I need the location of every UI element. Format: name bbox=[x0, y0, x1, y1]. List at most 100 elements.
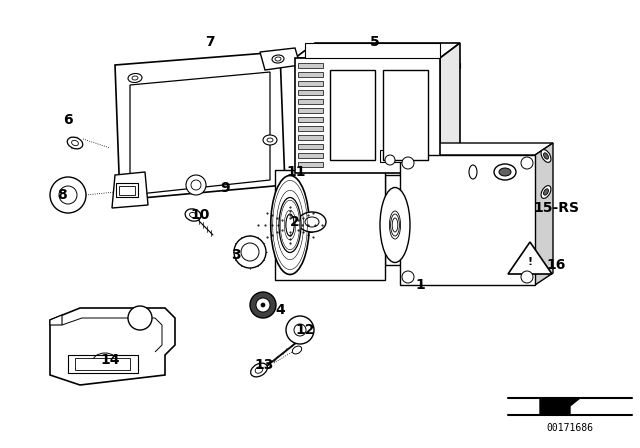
Circle shape bbox=[186, 175, 206, 195]
Text: !: ! bbox=[527, 257, 532, 267]
Text: 8: 8 bbox=[57, 188, 67, 202]
Circle shape bbox=[521, 157, 533, 169]
Polygon shape bbox=[535, 143, 553, 285]
Bar bbox=[305, 43, 440, 58]
Bar bbox=[298, 63, 323, 68]
Bar bbox=[298, 126, 323, 131]
Circle shape bbox=[402, 157, 414, 169]
Ellipse shape bbox=[251, 363, 268, 377]
Text: 5: 5 bbox=[370, 35, 380, 49]
Bar bbox=[298, 212, 312, 232]
Bar bbox=[400, 155, 535, 285]
Ellipse shape bbox=[272, 55, 284, 63]
Polygon shape bbox=[62, 318, 162, 352]
Bar bbox=[298, 117, 323, 122]
Circle shape bbox=[385, 155, 395, 165]
Text: 16: 16 bbox=[547, 258, 566, 272]
Ellipse shape bbox=[494, 164, 516, 180]
Bar bbox=[298, 108, 323, 113]
Text: 1: 1 bbox=[415, 278, 425, 292]
Bar bbox=[298, 81, 323, 86]
Polygon shape bbox=[50, 308, 175, 385]
Bar bbox=[380, 150, 405, 162]
Ellipse shape bbox=[499, 168, 511, 176]
Bar bbox=[383, 70, 428, 160]
Text: 15-RS: 15-RS bbox=[533, 201, 579, 215]
Circle shape bbox=[286, 316, 314, 344]
Circle shape bbox=[294, 324, 306, 336]
Bar bbox=[295, 58, 440, 173]
Text: 2: 2 bbox=[290, 215, 300, 229]
Bar bbox=[298, 90, 323, 95]
Polygon shape bbox=[50, 315, 62, 325]
Bar bbox=[298, 72, 323, 77]
Ellipse shape bbox=[543, 153, 548, 159]
Ellipse shape bbox=[543, 189, 548, 195]
Bar bbox=[119, 186, 135, 195]
Text: 6: 6 bbox=[63, 113, 73, 127]
Circle shape bbox=[256, 298, 270, 312]
Circle shape bbox=[59, 186, 77, 204]
Ellipse shape bbox=[267, 138, 273, 142]
Ellipse shape bbox=[390, 214, 399, 236]
Ellipse shape bbox=[128, 73, 142, 82]
Ellipse shape bbox=[67, 137, 83, 149]
Polygon shape bbox=[540, 398, 580, 415]
Polygon shape bbox=[440, 43, 460, 173]
Ellipse shape bbox=[189, 212, 196, 218]
Circle shape bbox=[128, 306, 152, 330]
Text: 7: 7 bbox=[205, 35, 215, 49]
Circle shape bbox=[191, 180, 201, 190]
Circle shape bbox=[261, 303, 265, 307]
Circle shape bbox=[521, 271, 533, 283]
Bar bbox=[75, 358, 130, 370]
Ellipse shape bbox=[392, 218, 398, 232]
Text: 9: 9 bbox=[220, 181, 230, 195]
Circle shape bbox=[402, 271, 414, 283]
Polygon shape bbox=[112, 172, 148, 208]
Bar bbox=[298, 135, 323, 140]
Polygon shape bbox=[260, 48, 300, 70]
Text: 4: 4 bbox=[275, 303, 285, 317]
Ellipse shape bbox=[469, 165, 477, 179]
Bar bbox=[298, 144, 323, 149]
Ellipse shape bbox=[380, 188, 410, 263]
Ellipse shape bbox=[292, 346, 301, 354]
Bar bbox=[330, 70, 375, 160]
Circle shape bbox=[250, 292, 276, 318]
Ellipse shape bbox=[263, 135, 277, 145]
Bar bbox=[298, 99, 323, 104]
Text: 3: 3 bbox=[231, 248, 241, 262]
Polygon shape bbox=[400, 143, 553, 155]
Polygon shape bbox=[115, 52, 285, 200]
Circle shape bbox=[234, 236, 266, 268]
Circle shape bbox=[241, 243, 259, 261]
Text: 00171686: 00171686 bbox=[547, 423, 593, 433]
Ellipse shape bbox=[255, 367, 263, 373]
Text: 14: 14 bbox=[100, 353, 120, 367]
Text: 11: 11 bbox=[286, 165, 306, 179]
Bar bbox=[68, 355, 138, 373]
Ellipse shape bbox=[298, 212, 326, 232]
Ellipse shape bbox=[279, 198, 301, 253]
Polygon shape bbox=[130, 72, 270, 195]
Ellipse shape bbox=[389, 211, 401, 239]
Text: 13: 13 bbox=[254, 358, 274, 372]
Ellipse shape bbox=[275, 57, 281, 61]
Circle shape bbox=[50, 177, 86, 213]
Bar bbox=[116, 183, 138, 197]
Ellipse shape bbox=[286, 214, 294, 236]
Bar bbox=[298, 153, 323, 158]
Ellipse shape bbox=[185, 209, 201, 221]
Polygon shape bbox=[295, 43, 460, 58]
Ellipse shape bbox=[305, 217, 319, 227]
Ellipse shape bbox=[132, 76, 138, 80]
Ellipse shape bbox=[541, 185, 551, 198]
Text: 10: 10 bbox=[190, 208, 210, 222]
Bar bbox=[275, 170, 385, 280]
Bar bbox=[298, 162, 323, 167]
Ellipse shape bbox=[541, 150, 551, 162]
Polygon shape bbox=[508, 242, 552, 274]
Text: 12: 12 bbox=[295, 323, 315, 337]
Ellipse shape bbox=[271, 176, 309, 275]
